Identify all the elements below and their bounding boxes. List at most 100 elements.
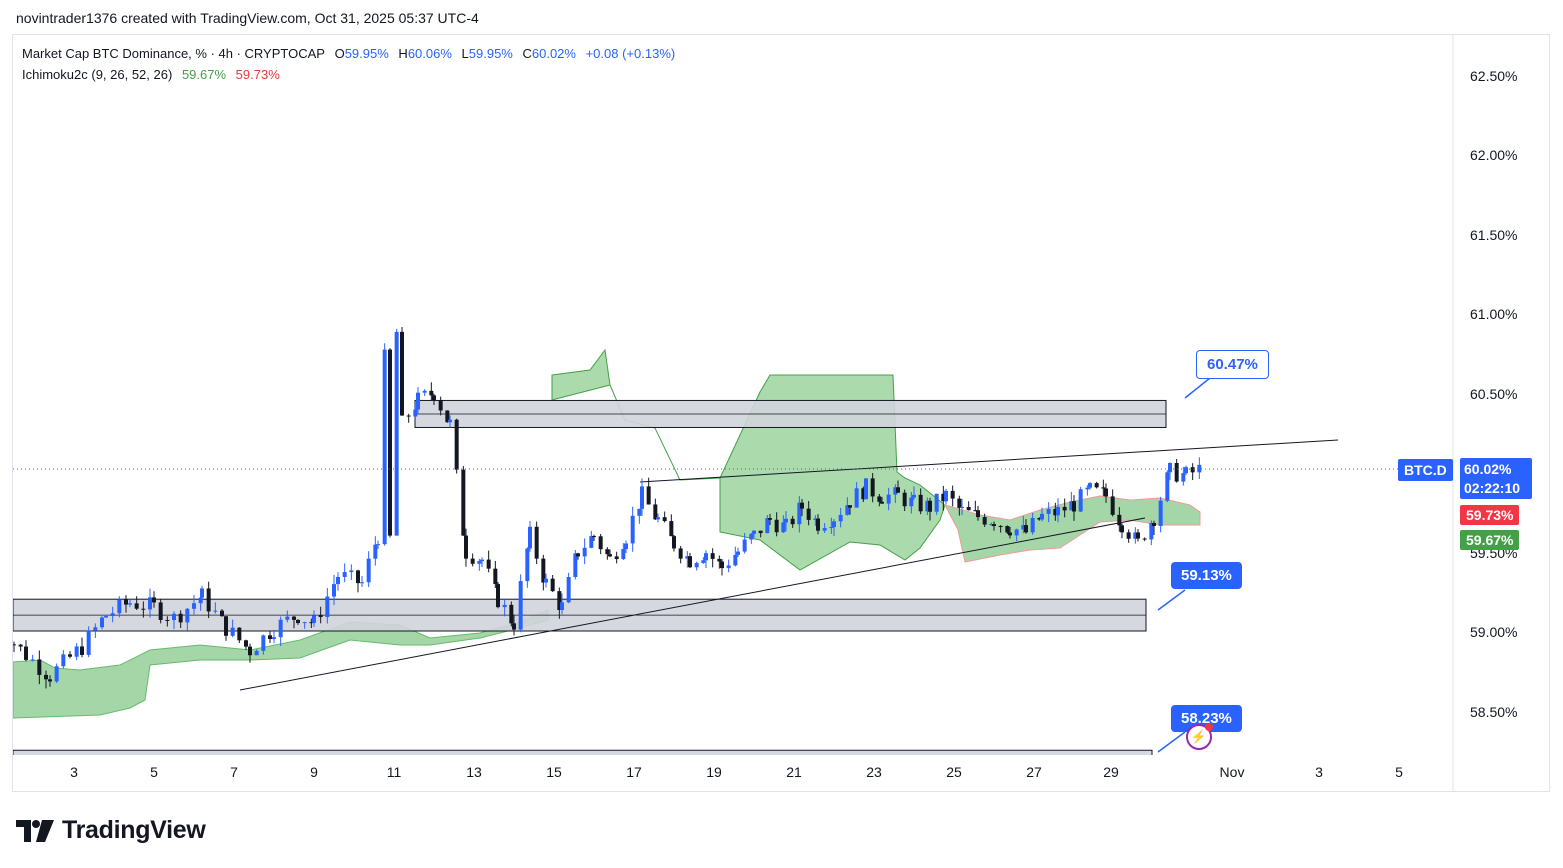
candle-body[interactable]: [656, 517, 660, 520]
candle-body[interactable]: [589, 536, 594, 548]
candle-body[interactable]: [1008, 532, 1012, 536]
candle-body[interactable]: [742, 539, 747, 552]
candle-body[interactable]: [30, 659, 35, 661]
candle-body[interactable]: [944, 490, 948, 502]
candle-body[interactable]: [854, 488, 859, 508]
candle-body[interactable]: [765, 518, 770, 534]
candle-body[interactable]: [813, 518, 818, 520]
candle-body[interactable]: [624, 543, 628, 550]
candle-body[interactable]: [560, 602, 564, 611]
candle-body[interactable]: [838, 514, 843, 522]
candle-body[interactable]: [309, 622, 314, 624]
candle-body[interactable]: [261, 635, 266, 651]
candle-body[interactable]: [861, 488, 866, 500]
candle-body[interactable]: [685, 556, 690, 559]
candle-body[interactable]: [332, 584, 336, 597]
candle-body[interactable]: [104, 616, 108, 618]
candle-body[interactable]: [24, 646, 28, 660]
candle-body[interactable]: [480, 559, 484, 562]
candle-body[interactable]: [550, 578, 555, 592]
candle-body[interactable]: [86, 630, 91, 655]
candle-body[interactable]: [1104, 488, 1108, 497]
price-callout-middle[interactable]: 59.13%: [1171, 562, 1242, 589]
candle-body[interactable]: [1062, 506, 1067, 511]
candle-body[interactable]: [1053, 509, 1058, 516]
candle-body[interactable]: [630, 515, 635, 544]
candle-body[interactable]: [1014, 529, 1019, 536]
candle-body[interactable]: [528, 526, 532, 549]
candle-body[interactable]: [68, 654, 72, 657]
candle-body[interactable]: [237, 627, 242, 641]
candle-body[interactable]: [18, 644, 23, 647]
candle-body[interactable]: [248, 646, 252, 656]
candle-body[interactable]: [1174, 462, 1179, 482]
candle-body[interactable]: [373, 544, 378, 559]
candle-body[interactable]: [832, 521, 836, 528]
candle-body[interactable]: [366, 558, 371, 583]
candle-body[interactable]: [576, 553, 580, 557]
candle-body[interactable]: [752, 530, 756, 534]
candle-body[interactable]: [781, 522, 786, 533]
candle-body[interactable]: [80, 646, 84, 655]
candle-body[interactable]: [388, 349, 392, 536]
candle-body[interactable]: [733, 554, 738, 566]
tradingview-logo[interactable]: TradingView: [16, 816, 206, 845]
candle-body[interactable]: [701, 560, 706, 563]
candle-body[interactable]: [1078, 489, 1083, 512]
candle-body[interactable]: [758, 530, 763, 534]
candle-body[interactable]: [292, 616, 296, 620]
candle-body[interactable]: [254, 650, 259, 656]
trendline-upper[interactable]: [639, 439, 1339, 483]
candle-body[interactable]: [268, 635, 272, 639]
candle-body[interactable]: [1152, 522, 1156, 526]
candle-body[interactable]: [998, 526, 1003, 528]
candle-body[interactable]: [1158, 500, 1163, 526]
symbol-legend[interactable]: Market Cap BTC Dominance, % · 4h · CRYPT…: [22, 46, 675, 61]
candle-body[interactable]: [886, 494, 891, 504]
candle-body[interactable]: [185, 608, 190, 623]
candle-body[interactable]: [934, 493, 939, 512]
candle-body[interactable]: [158, 602, 163, 620]
candle-body[interactable]: [128, 603, 132, 605]
candle-body[interactable]: [1005, 526, 1010, 533]
candle-body[interactable]: [1120, 525, 1124, 533]
price-callout-upper[interactable]: 60.47%: [1196, 350, 1269, 379]
candle-body[interactable]: [1072, 501, 1076, 512]
candle-body[interactable]: [376, 544, 380, 546]
candle-body[interactable]: [608, 554, 612, 557]
candle-body[interactable]: [278, 619, 283, 638]
candle-body[interactable]: [816, 518, 820, 531]
candle-body[interactable]: [662, 517, 667, 522]
candle-body[interactable]: [1136, 532, 1140, 539]
candle-body[interactable]: [672, 536, 676, 549]
candle-body[interactable]: [1142, 538, 1147, 540]
chart-frame[interactable]: [12, 34, 1550, 792]
candle-body[interactable]: [512, 623, 516, 630]
candle-body[interactable]: [134, 603, 139, 609]
candle-body[interactable]: [640, 486, 644, 509]
candle-body[interactable]: [541, 558, 546, 583]
candle-body[interactable]: [717, 558, 722, 562]
candle-body[interactable]: [925, 500, 930, 512]
candle-body[interactable]: [148, 597, 152, 610]
candle-body[interactable]: [829, 527, 834, 529]
candle-body[interactable]: [477, 561, 482, 564]
candle-body[interactable]: [493, 568, 498, 585]
candle-body[interactable]: [422, 390, 427, 393]
candle-body[interactable]: [1184, 467, 1188, 474]
candle-body[interactable]: [400, 331, 404, 416]
candle-body[interactable]: [318, 615, 323, 618]
candle-body[interactable]: [445, 410, 450, 423]
candle-body[interactable]: [1190, 467, 1195, 473]
candle-body[interactable]: [172, 613, 176, 621]
candle-body[interactable]: [1056, 506, 1060, 516]
candle-body[interactable]: [688, 556, 692, 568]
candle-body[interactable]: [448, 419, 452, 423]
candle-body[interactable]: [1046, 509, 1051, 514]
candle-body[interactable]: [93, 627, 98, 631]
candle-body[interactable]: [941, 493, 946, 502]
candle-body[interactable]: [336, 576, 340, 585]
candle-body[interactable]: [302, 622, 307, 624]
candle-body[interactable]: [432, 395, 436, 401]
